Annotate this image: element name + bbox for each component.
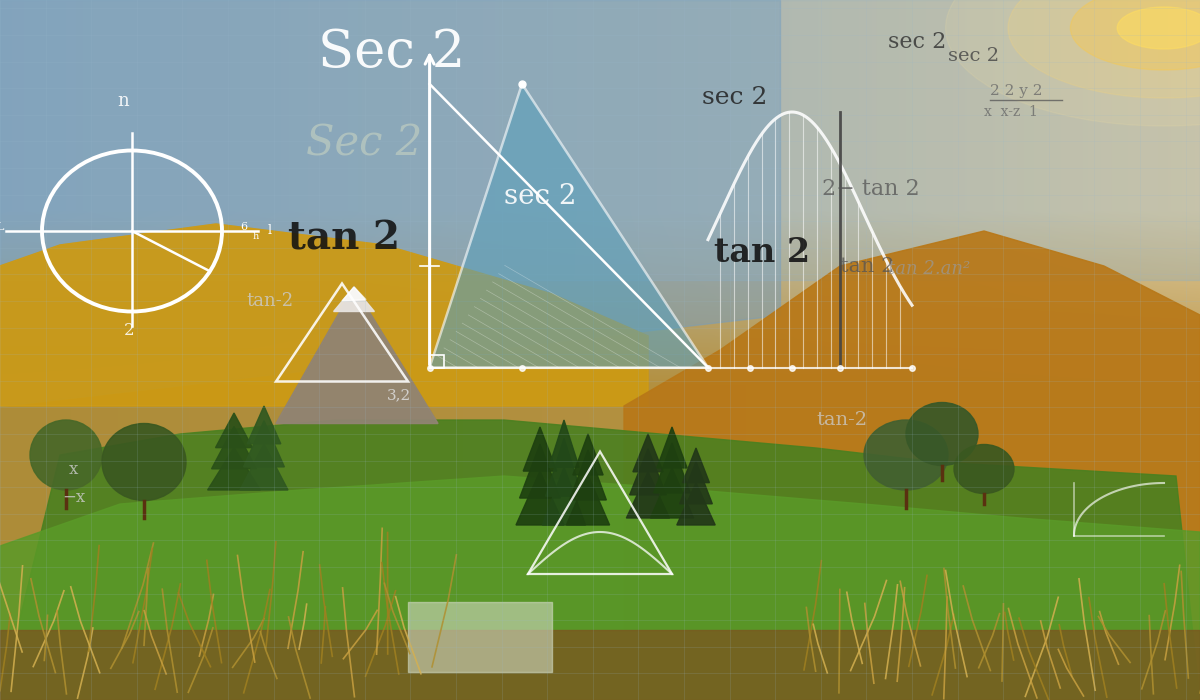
Text: tan-2: tan-2	[246, 292, 293, 310]
Ellipse shape	[1070, 0, 1200, 70]
Polygon shape	[342, 287, 366, 301]
Text: n: n	[118, 92, 130, 111]
Text: h: h	[252, 232, 259, 241]
Text: sec 2: sec 2	[948, 47, 1000, 65]
Polygon shape	[0, 476, 1200, 700]
Text: −x: −x	[62, 489, 85, 505]
Text: L: L	[0, 223, 4, 232]
Polygon shape	[630, 449, 666, 495]
Polygon shape	[247, 406, 281, 444]
Polygon shape	[679, 461, 713, 504]
Text: tan-2: tan-2	[816, 411, 868, 429]
Polygon shape	[572, 434, 604, 475]
Text: 2: 2	[124, 322, 134, 339]
Text: tan 2.an²: tan 2.an²	[888, 260, 971, 279]
Text: 2− tan 2: 2− tan 2	[822, 178, 919, 200]
Ellipse shape	[30, 420, 102, 490]
Bar	[430, 355, 444, 368]
Polygon shape	[624, 231, 1200, 700]
Polygon shape	[334, 287, 374, 312]
Text: x  x-z  1: x x-z 1	[984, 105, 1038, 119]
Ellipse shape	[1008, 0, 1200, 98]
Polygon shape	[240, 444, 288, 490]
Text: x: x	[68, 461, 78, 477]
Polygon shape	[656, 427, 688, 468]
Polygon shape	[211, 426, 257, 469]
Polygon shape	[654, 443, 690, 493]
Polygon shape	[216, 413, 252, 448]
Ellipse shape	[954, 444, 1014, 493]
Polygon shape	[542, 468, 586, 525]
Polygon shape	[570, 450, 606, 500]
Polygon shape	[430, 84, 708, 368]
Text: sec 2: sec 2	[702, 87, 767, 109]
Text: tan 2: tan 2	[714, 235, 810, 269]
Text: 2 2 y 2: 2 2 y 2	[990, 84, 1043, 98]
Ellipse shape	[102, 424, 186, 500]
Text: Sec 2: Sec 2	[306, 122, 422, 164]
Polygon shape	[0, 224, 648, 406]
Ellipse shape	[906, 402, 978, 466]
Polygon shape	[548, 420, 580, 468]
Ellipse shape	[864, 420, 948, 490]
Polygon shape	[566, 475, 610, 525]
Polygon shape	[276, 287, 438, 424]
Text: l: l	[268, 225, 272, 237]
Polygon shape	[626, 472, 670, 518]
Polygon shape	[683, 448, 709, 483]
Text: sec 2: sec 2	[888, 31, 947, 53]
Ellipse shape	[1117, 7, 1200, 49]
Polygon shape	[677, 483, 715, 525]
Polygon shape	[632, 434, 664, 472]
Text: tan 2: tan 2	[840, 256, 894, 276]
Polygon shape	[276, 287, 438, 424]
Text: Sec 2: Sec 2	[318, 27, 466, 78]
Text: sec 2: sec 2	[504, 183, 576, 209]
Polygon shape	[244, 421, 284, 467]
Polygon shape	[650, 468, 694, 518]
Ellipse shape	[946, 0, 1200, 126]
Polygon shape	[208, 448, 260, 490]
Polygon shape	[0, 420, 1200, 700]
Polygon shape	[520, 444, 560, 498]
Polygon shape	[546, 438, 582, 496]
Text: 6: 6	[240, 223, 247, 232]
Polygon shape	[516, 471, 564, 525]
Text: 3,2: 3,2	[386, 389, 410, 402]
Text: tan 2: tan 2	[288, 219, 400, 257]
Polygon shape	[0, 224, 648, 406]
Polygon shape	[523, 427, 557, 471]
